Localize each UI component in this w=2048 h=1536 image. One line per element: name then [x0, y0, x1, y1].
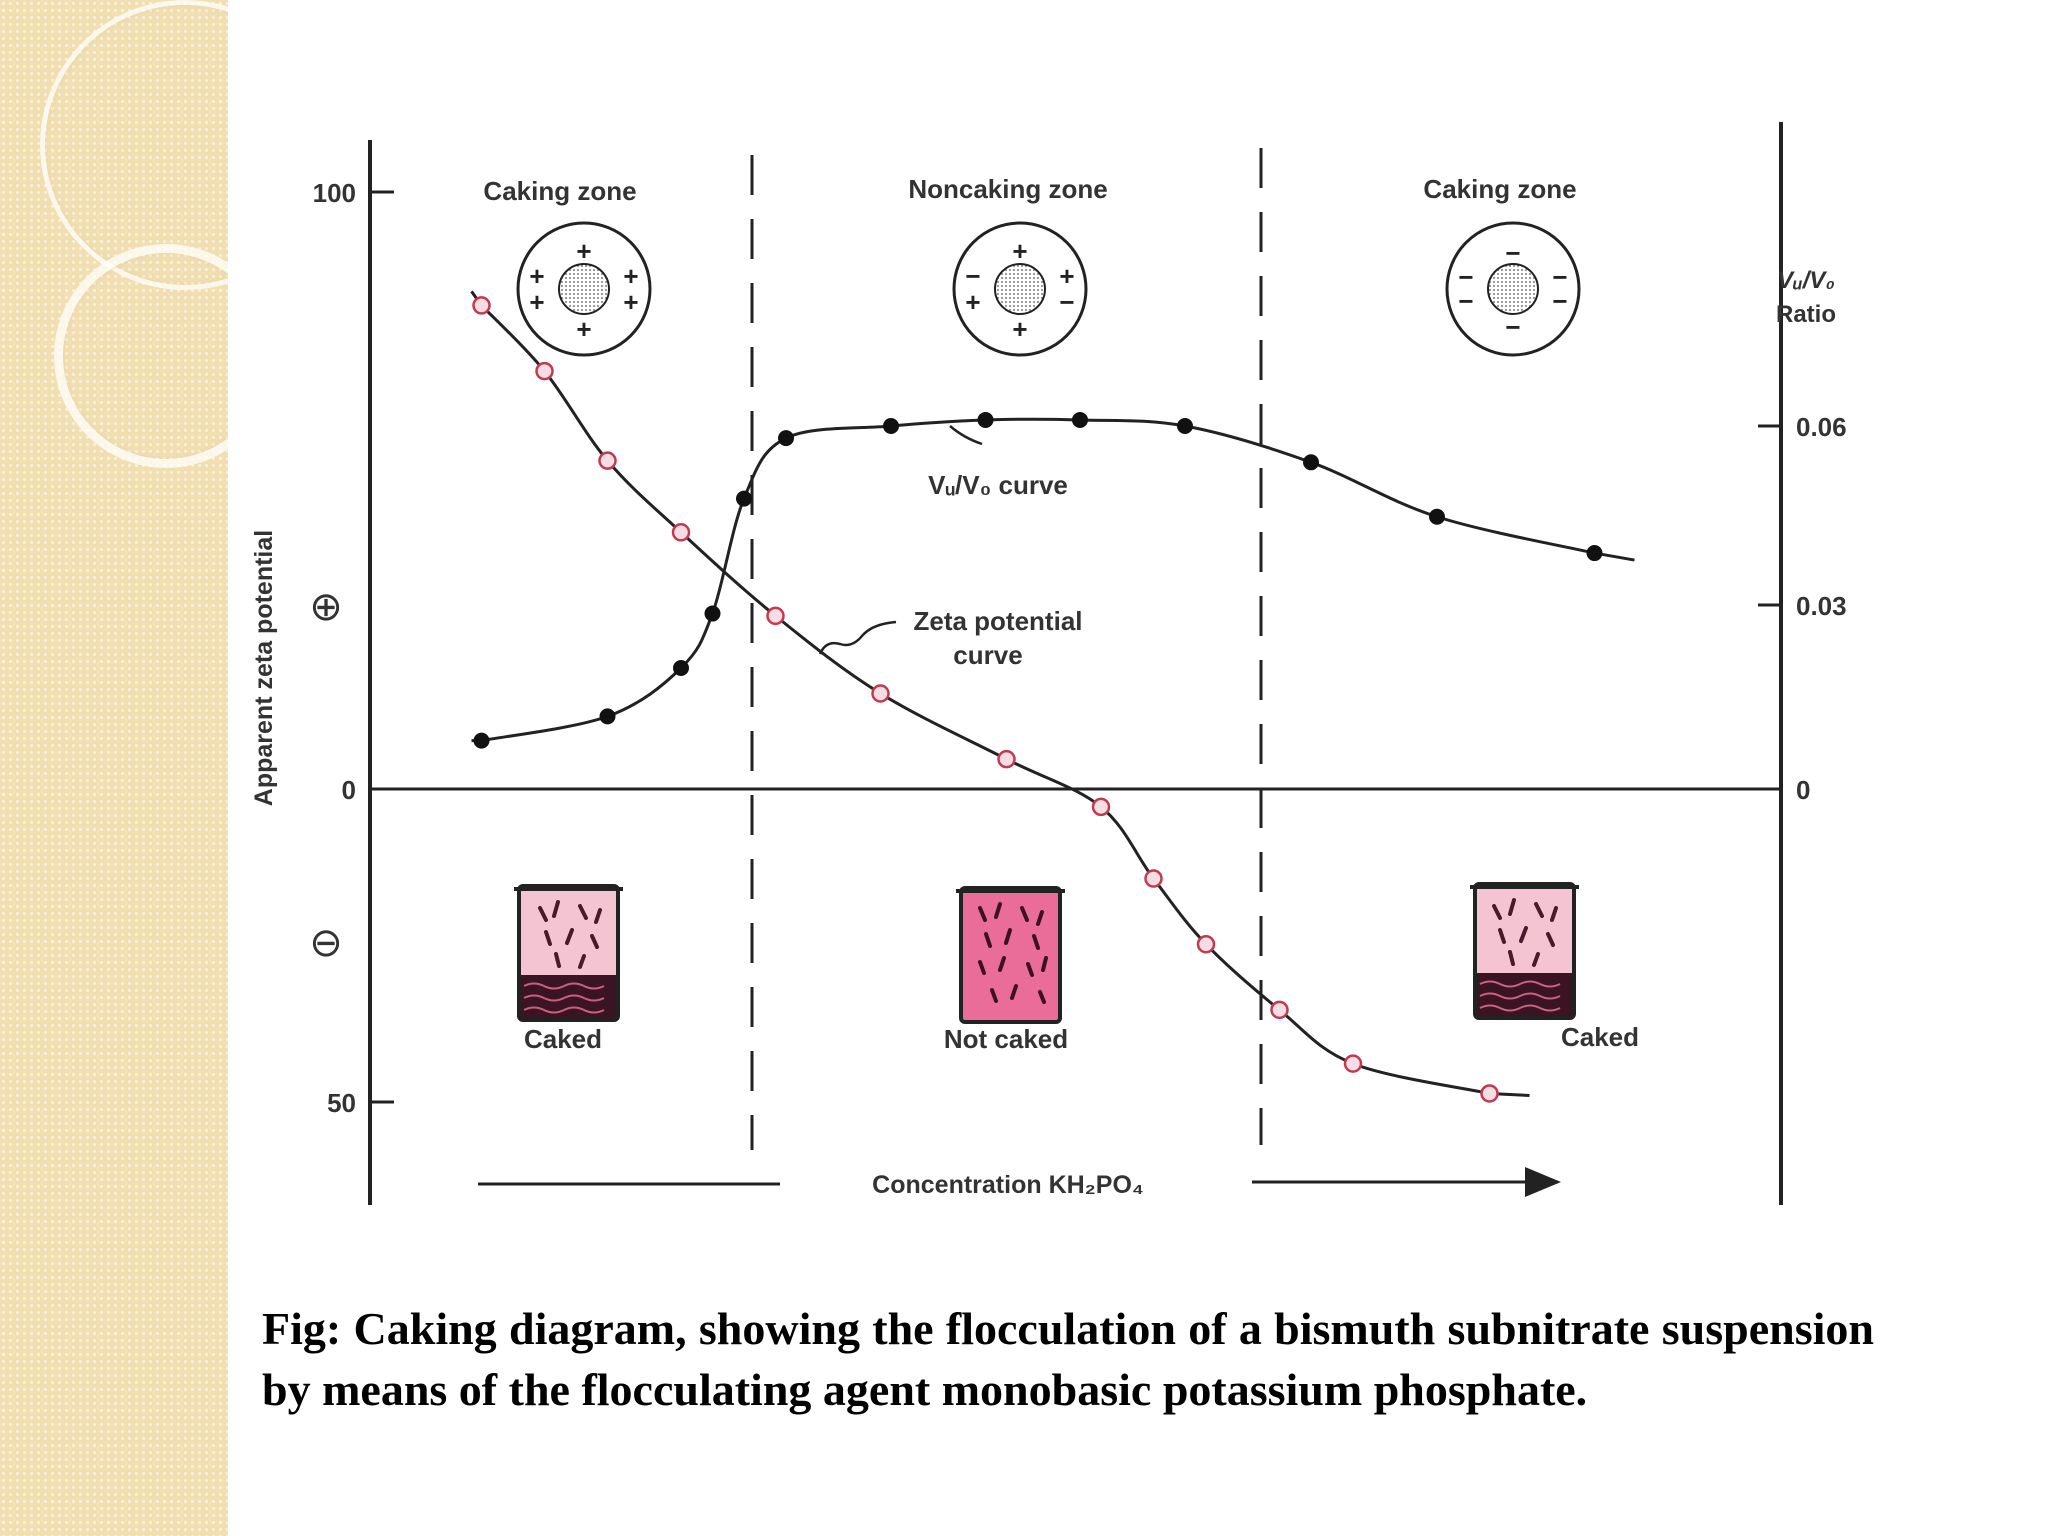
zeta-curve-label: Zeta potential [913, 606, 1082, 636]
charge-label: + [576, 314, 591, 344]
charge-label: − [1505, 312, 1520, 342]
jar-caked [514, 884, 623, 1022]
particle-diagram-negative: − − − − − − [1445, 221, 1581, 357]
vu-vo-data-point [1072, 411, 1088, 428]
left-tick-label: 100 [313, 178, 356, 208]
negative-sign-icon: ⊖ [309, 921, 343, 965]
vu-vo-data-point [473, 732, 490, 749]
charge-label: − [1552, 286, 1567, 316]
zeta-data-point [1196, 934, 1216, 954]
charge-label: − [1505, 238, 1520, 268]
left-tick-label: 0 [342, 775, 356, 805]
zeta-data-point [472, 296, 491, 315]
right-tick-label: 0 [1796, 775, 1810, 805]
zeta-data-point [1270, 1000, 1289, 1020]
charge-label: + [1059, 261, 1074, 291]
charge-label: + [1012, 236, 1027, 266]
caking-diagram: 100 0 50 ⊕ ⊖ Apparent zeta potential 0.0… [228, 0, 2048, 1240]
x-axis-label: Concentration KH₂PO₄ [872, 1171, 1144, 1199]
charge-label: + [1012, 314, 1027, 344]
jar-label: Caked [1561, 1022, 1639, 1052]
charge-label: + [965, 287, 980, 317]
charge-label: + [623, 261, 638, 291]
vu-vo-data-point [1177, 418, 1193, 434]
vu-vo-data-point [599, 708, 616, 725]
series-layer [470, 290, 1635, 1103]
vu-vo-data-point [778, 430, 794, 447]
decorative-ring [40, 0, 228, 290]
zeta-data-point [766, 606, 785, 626]
particle-diagram-positive: + + + + + + [516, 221, 652, 357]
jar-label: Caked [524, 1024, 602, 1054]
vu-vo-pointer [949, 425, 983, 446]
figure-caption: Fig: Caking diagram, showing the floccul… [262, 1303, 1874, 1415]
right-tick-label: 0.03 [1796, 591, 1847, 621]
vu-vo-data-point [673, 660, 689, 676]
zeta-data-point [1091, 797, 1111, 817]
vu-vo-data-point [704, 605, 721, 622]
zone-label: Noncaking zone [908, 174, 1107, 204]
zone-label: Caking zone [483, 176, 636, 206]
charge-label: − [1059, 287, 1074, 317]
zeta-data-point [671, 523, 691, 542]
right-axis-label: Ratio [1776, 301, 1836, 328]
zeta-curve-label: curve [953, 640, 1022, 670]
charge-label: + [576, 236, 591, 266]
zeta-data-point [1343, 1054, 1363, 1073]
charge-label: − [1552, 262, 1567, 292]
charge-label: − [1458, 286, 1473, 316]
vu-vo-curve-label: Vᵤ/V₀ curve [928, 470, 1068, 500]
zeta-data-point [1480, 1084, 1499, 1103]
zeta-data-point [535, 361, 554, 381]
vu-vo-series-line [481, 417, 1595, 743]
positive-sign-icon: ⊕ [309, 585, 343, 629]
zeta-data-point [1144, 869, 1163, 888]
charge-label: + [529, 261, 544, 291]
left-tick-label: 50 [327, 1088, 356, 1118]
vu-vo-data-point [977, 411, 994, 428]
zeta-data-point [871, 684, 890, 703]
left-axis-label: Apparent zeta potential [250, 530, 278, 806]
jar-label: Not caked [944, 1024, 1068, 1054]
vu-vo-data-point [736, 490, 752, 507]
series-line-extension [471, 551, 1635, 743]
zone-label: Caking zone [1423, 174, 1576, 204]
charge-label: + [623, 287, 638, 317]
vu-vo-data-point [1303, 454, 1319, 471]
right-axis-label: Vᵤ/V₀ [1777, 267, 1835, 294]
zeta-pointer [818, 620, 897, 655]
right-tick-label: 0.06 [1796, 412, 1847, 442]
decorative-side-strip [0, 0, 228, 1536]
chart-svg: 100 0 50 ⊕ ⊖ Apparent zeta potential 0.0… [250, 122, 1847, 1205]
vu-vo-data-point [883, 418, 899, 434]
charge-label: − [965, 261, 980, 291]
jar-not-caked [956, 886, 1065, 1024]
decorative-ring [54, 244, 228, 468]
charge-label: − [1458, 262, 1473, 292]
zeta-data-point [598, 451, 617, 470]
vu-vo-data-point [1586, 545, 1603, 562]
charge-label: + [529, 287, 544, 317]
jar-caked [1470, 882, 1579, 1020]
zeta-data-point [997, 749, 1016, 769]
particle-diagram-mixed: + + − + + − [952, 221, 1088, 357]
vu-vo-data-point [1429, 508, 1445, 525]
